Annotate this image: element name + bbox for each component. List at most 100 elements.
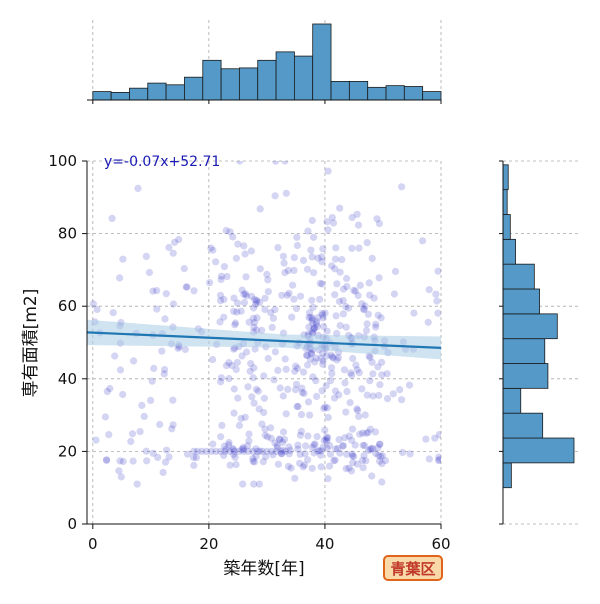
scatter-point [264,288,272,296]
scatter-point [209,246,217,254]
scatter-point [285,289,293,297]
scatter-point [424,318,432,326]
scatter-point [343,450,351,458]
scatter-point [102,456,111,464]
scatter-point [348,244,356,252]
scatter-point [207,447,215,455]
scatter-point [252,445,260,453]
scatter-point [323,327,331,335]
x-hist-bar [403,86,424,101]
scatter-point [306,355,314,363]
scatter-point [332,312,340,320]
x-hist-bar [422,91,442,101]
scatter-point [391,267,400,275]
x-hist-bar [202,59,222,101]
scatter-point [304,361,312,369]
scatter-point [383,370,391,378]
scatter-point [261,305,269,314]
scatter-point [225,441,233,449]
scatter-point [230,447,238,455]
scatter-point [278,450,286,458]
scatter-point [212,447,220,455]
scatter-point [314,314,322,322]
scatter-point [281,355,289,363]
scatter-point [255,480,263,488]
scatter-point [119,390,127,399]
scatter-point [339,285,348,293]
scatter-point [229,233,237,241]
scatter-point [231,319,240,327]
scatter-point [348,425,357,433]
scatter-point [312,377,320,385]
x-tick-label: 20 [199,535,218,553]
scatter-point [259,458,267,466]
scatter-point [310,441,318,449]
scatter-point [296,459,304,467]
scatter-point [354,291,362,300]
scatter-point [221,447,229,455]
scatter-point [169,396,177,404]
scatter-point [250,399,258,407]
scatter-point [106,384,114,393]
scatter-point [341,379,349,387]
scatter-point [234,240,242,248]
scatter-point [190,461,198,469]
scatter-point [339,297,347,305]
scatter-point [314,254,322,262]
scatter-point [316,295,324,303]
scatter-point [310,449,318,457]
scatter-point [323,352,331,360]
scatter-point [317,354,325,362]
scatter-point [264,354,272,363]
scatter-point [376,457,384,465]
scatter-point [309,319,317,327]
scatter-point [280,259,288,267]
scatter-point [184,450,192,458]
scatter-point [298,384,306,392]
scatter-point [364,446,373,455]
scatter-point [254,387,262,395]
scatter-point [378,460,386,468]
scatter-point [342,465,350,473]
scatter-point [319,357,327,365]
scatter-point [374,311,382,319]
scatter-point [356,430,364,438]
scatter-point [335,297,343,306]
scatter-point [296,431,304,439]
scatter-point [165,243,173,252]
y-tick-label: 60 [58,297,77,315]
scatter-point [282,365,290,373]
scatter-point [300,461,309,469]
scatter-point [261,425,269,433]
scatter-point [305,323,313,331]
scatter-point [319,314,327,322]
scatter-point [435,453,441,461]
scatter-point [256,205,264,213]
scatter-point [355,369,363,377]
scatter-point [361,441,369,450]
scatter-point [383,395,392,403]
x-hist-bar [220,68,240,101]
scatter-point [339,442,347,450]
scatter-point [309,329,317,337]
scatter-point [230,409,238,417]
y-hist-bar [502,164,509,191]
scatter-point [328,262,336,270]
scatter-point [330,457,338,465]
scatter-point [358,456,367,464]
scatter-point [235,447,243,455]
scatter-point [343,387,351,396]
scatter-point [115,467,123,475]
scatter-point [240,299,248,307]
scatter-point [353,460,361,468]
scatter-point [349,459,357,467]
scatter-point [232,254,240,262]
scatter-point [308,464,316,472]
scatter-point [209,356,217,364]
scatter-point [262,453,270,461]
scatter-point [328,370,336,378]
scatter-point [310,269,318,277]
scatter-point [368,358,376,366]
scatter-point [410,309,418,317]
